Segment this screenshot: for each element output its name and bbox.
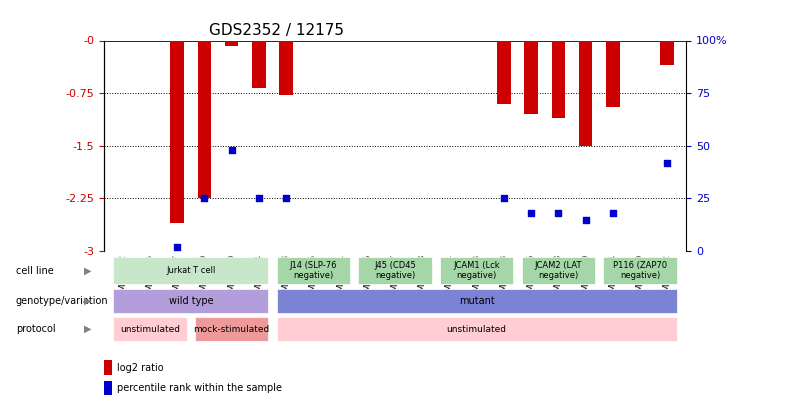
Text: cell line: cell line — [16, 266, 53, 275]
FancyBboxPatch shape — [277, 257, 350, 284]
Bar — [524, 40, 538, 114]
Text: mutant: mutant — [459, 296, 495, 306]
Text: JCAM2 (LAT
negative): JCAM2 (LAT negative) — [535, 261, 582, 280]
FancyBboxPatch shape — [358, 257, 432, 284]
Bar — [551, 40, 565, 118]
Text: ▶: ▶ — [84, 266, 91, 275]
Text: ▶: ▶ — [84, 324, 91, 334]
FancyBboxPatch shape — [522, 257, 595, 284]
Text: J14 (SLP-76
negative): J14 (SLP-76 negative) — [290, 261, 337, 280]
Point — [225, 147, 238, 153]
Text: Jurkat T cell: Jurkat T cell — [166, 266, 215, 275]
Bar — [252, 40, 266, 88]
Text: ▶: ▶ — [84, 296, 91, 305]
Bar — [104, 360, 113, 375]
Point — [525, 210, 538, 216]
Point — [661, 160, 674, 166]
Bar — [579, 40, 592, 146]
Text: P116 (ZAP70
negative): P116 (ZAP70 negative) — [613, 261, 667, 280]
Text: unstimulated: unstimulated — [120, 324, 180, 334]
Bar — [606, 40, 619, 107]
Point — [552, 210, 565, 216]
FancyBboxPatch shape — [113, 317, 187, 341]
Text: log2 ratio: log2 ratio — [117, 363, 163, 373]
Text: wild type: wild type — [168, 296, 213, 306]
Text: GDS2352 / 12175: GDS2352 / 12175 — [208, 23, 344, 38]
Text: genotype/variation: genotype/variation — [16, 296, 109, 305]
Text: unstimulated: unstimulated — [447, 324, 507, 334]
Point — [171, 244, 184, 250]
Text: JCAM1 (Lck
negative): JCAM1 (Lck negative) — [453, 261, 500, 280]
FancyBboxPatch shape — [440, 257, 513, 284]
FancyBboxPatch shape — [603, 257, 677, 284]
Point — [280, 195, 293, 202]
Bar — [661, 40, 674, 65]
Point — [252, 195, 265, 202]
FancyBboxPatch shape — [277, 317, 677, 341]
FancyBboxPatch shape — [113, 289, 268, 313]
Bar — [497, 40, 511, 104]
Bar — [279, 40, 293, 95]
Text: mock-stimulated: mock-stimulated — [194, 324, 270, 334]
FancyBboxPatch shape — [195, 317, 268, 341]
Text: percentile rank within the sample: percentile rank within the sample — [117, 383, 282, 393]
Text: J45 (CD45
negative): J45 (CD45 negative) — [374, 261, 416, 280]
Bar — [225, 40, 239, 46]
Point — [497, 195, 510, 202]
Bar — [104, 381, 113, 395]
Point — [606, 210, 619, 216]
Text: protocol: protocol — [16, 324, 56, 334]
Point — [198, 195, 211, 202]
Bar — [171, 40, 184, 223]
FancyBboxPatch shape — [113, 257, 268, 284]
Bar — [198, 40, 211, 198]
Point — [579, 216, 592, 223]
FancyBboxPatch shape — [277, 289, 677, 313]
